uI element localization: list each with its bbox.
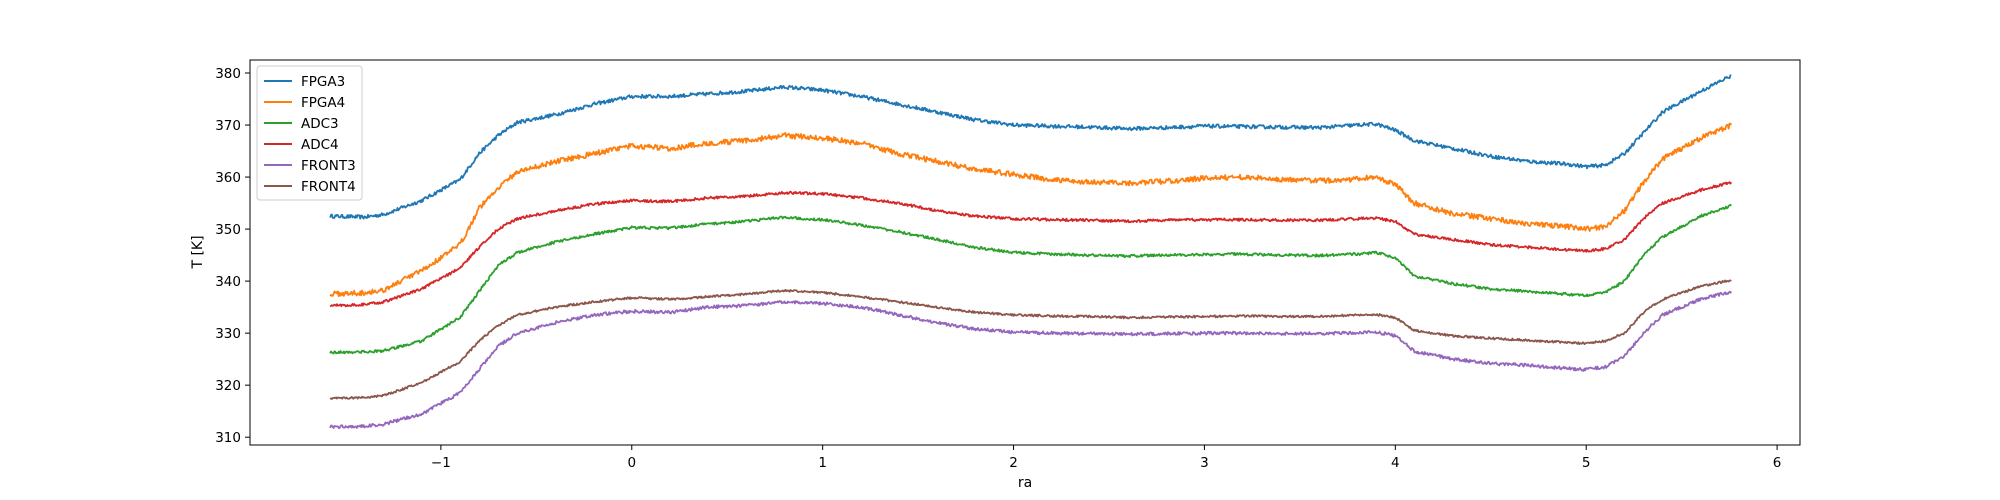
x-tick-label: 0 bbox=[627, 455, 636, 471]
series-line-front3 bbox=[329, 290, 1733, 429]
x-tick-label: 1 bbox=[818, 455, 827, 471]
series-line-adc3 bbox=[329, 203, 1732, 355]
y-tick-label: 310 bbox=[215, 430, 241, 446]
x-tick-label: −1 bbox=[431, 455, 451, 471]
y-tick-label: 330 bbox=[215, 326, 241, 342]
x-tick-label: 3 bbox=[1200, 455, 1209, 471]
x-tick-label: 2 bbox=[1009, 455, 1018, 471]
y-tick-label: 380 bbox=[215, 66, 241, 82]
series-line-fpga4 bbox=[329, 122, 1733, 298]
legend: FPGA3 FPGA4 ADC3 ADC4 FRONT3 FRONT4 bbox=[256, 65, 363, 201]
x-tick-label: 6 bbox=[1773, 455, 1782, 471]
legend-label: FPGA3 bbox=[301, 74, 345, 90]
x-axis-label: ra bbox=[1018, 475, 1032, 491]
y-tick-label: 320 bbox=[215, 378, 241, 394]
y-tick-label: 360 bbox=[215, 170, 241, 186]
series-lines bbox=[329, 74, 1733, 429]
legend-box bbox=[256, 65, 363, 201]
series-line-adc4 bbox=[329, 181, 1733, 308]
y-tick-label: 340 bbox=[215, 274, 241, 290]
legend-label: FRONT3 bbox=[301, 158, 356, 174]
legend-label: FPGA4 bbox=[301, 95, 345, 111]
x-tick-label: 5 bbox=[1582, 455, 1591, 471]
legend-label: ADC3 bbox=[301, 116, 339, 132]
legend-label: ADC4 bbox=[301, 137, 339, 153]
series-line-fpga3 bbox=[329, 74, 1732, 220]
series-line-front4 bbox=[329, 279, 1732, 400]
y-tick-label: 350 bbox=[215, 222, 241, 238]
x-tick-label: 4 bbox=[1391, 455, 1400, 471]
x-axis-ticks: −1 0 1 2 3 4 5 6 bbox=[431, 445, 1781, 471]
y-axis-ticks: 310 320 330 340 350 360 370 380 bbox=[215, 66, 250, 446]
legend-label: FRONT4 bbox=[301, 179, 356, 195]
plot-frame bbox=[249, 59, 1801, 446]
y-tick-label: 370 bbox=[215, 118, 241, 134]
y-axis-label: T [K] bbox=[190, 235, 206, 269]
